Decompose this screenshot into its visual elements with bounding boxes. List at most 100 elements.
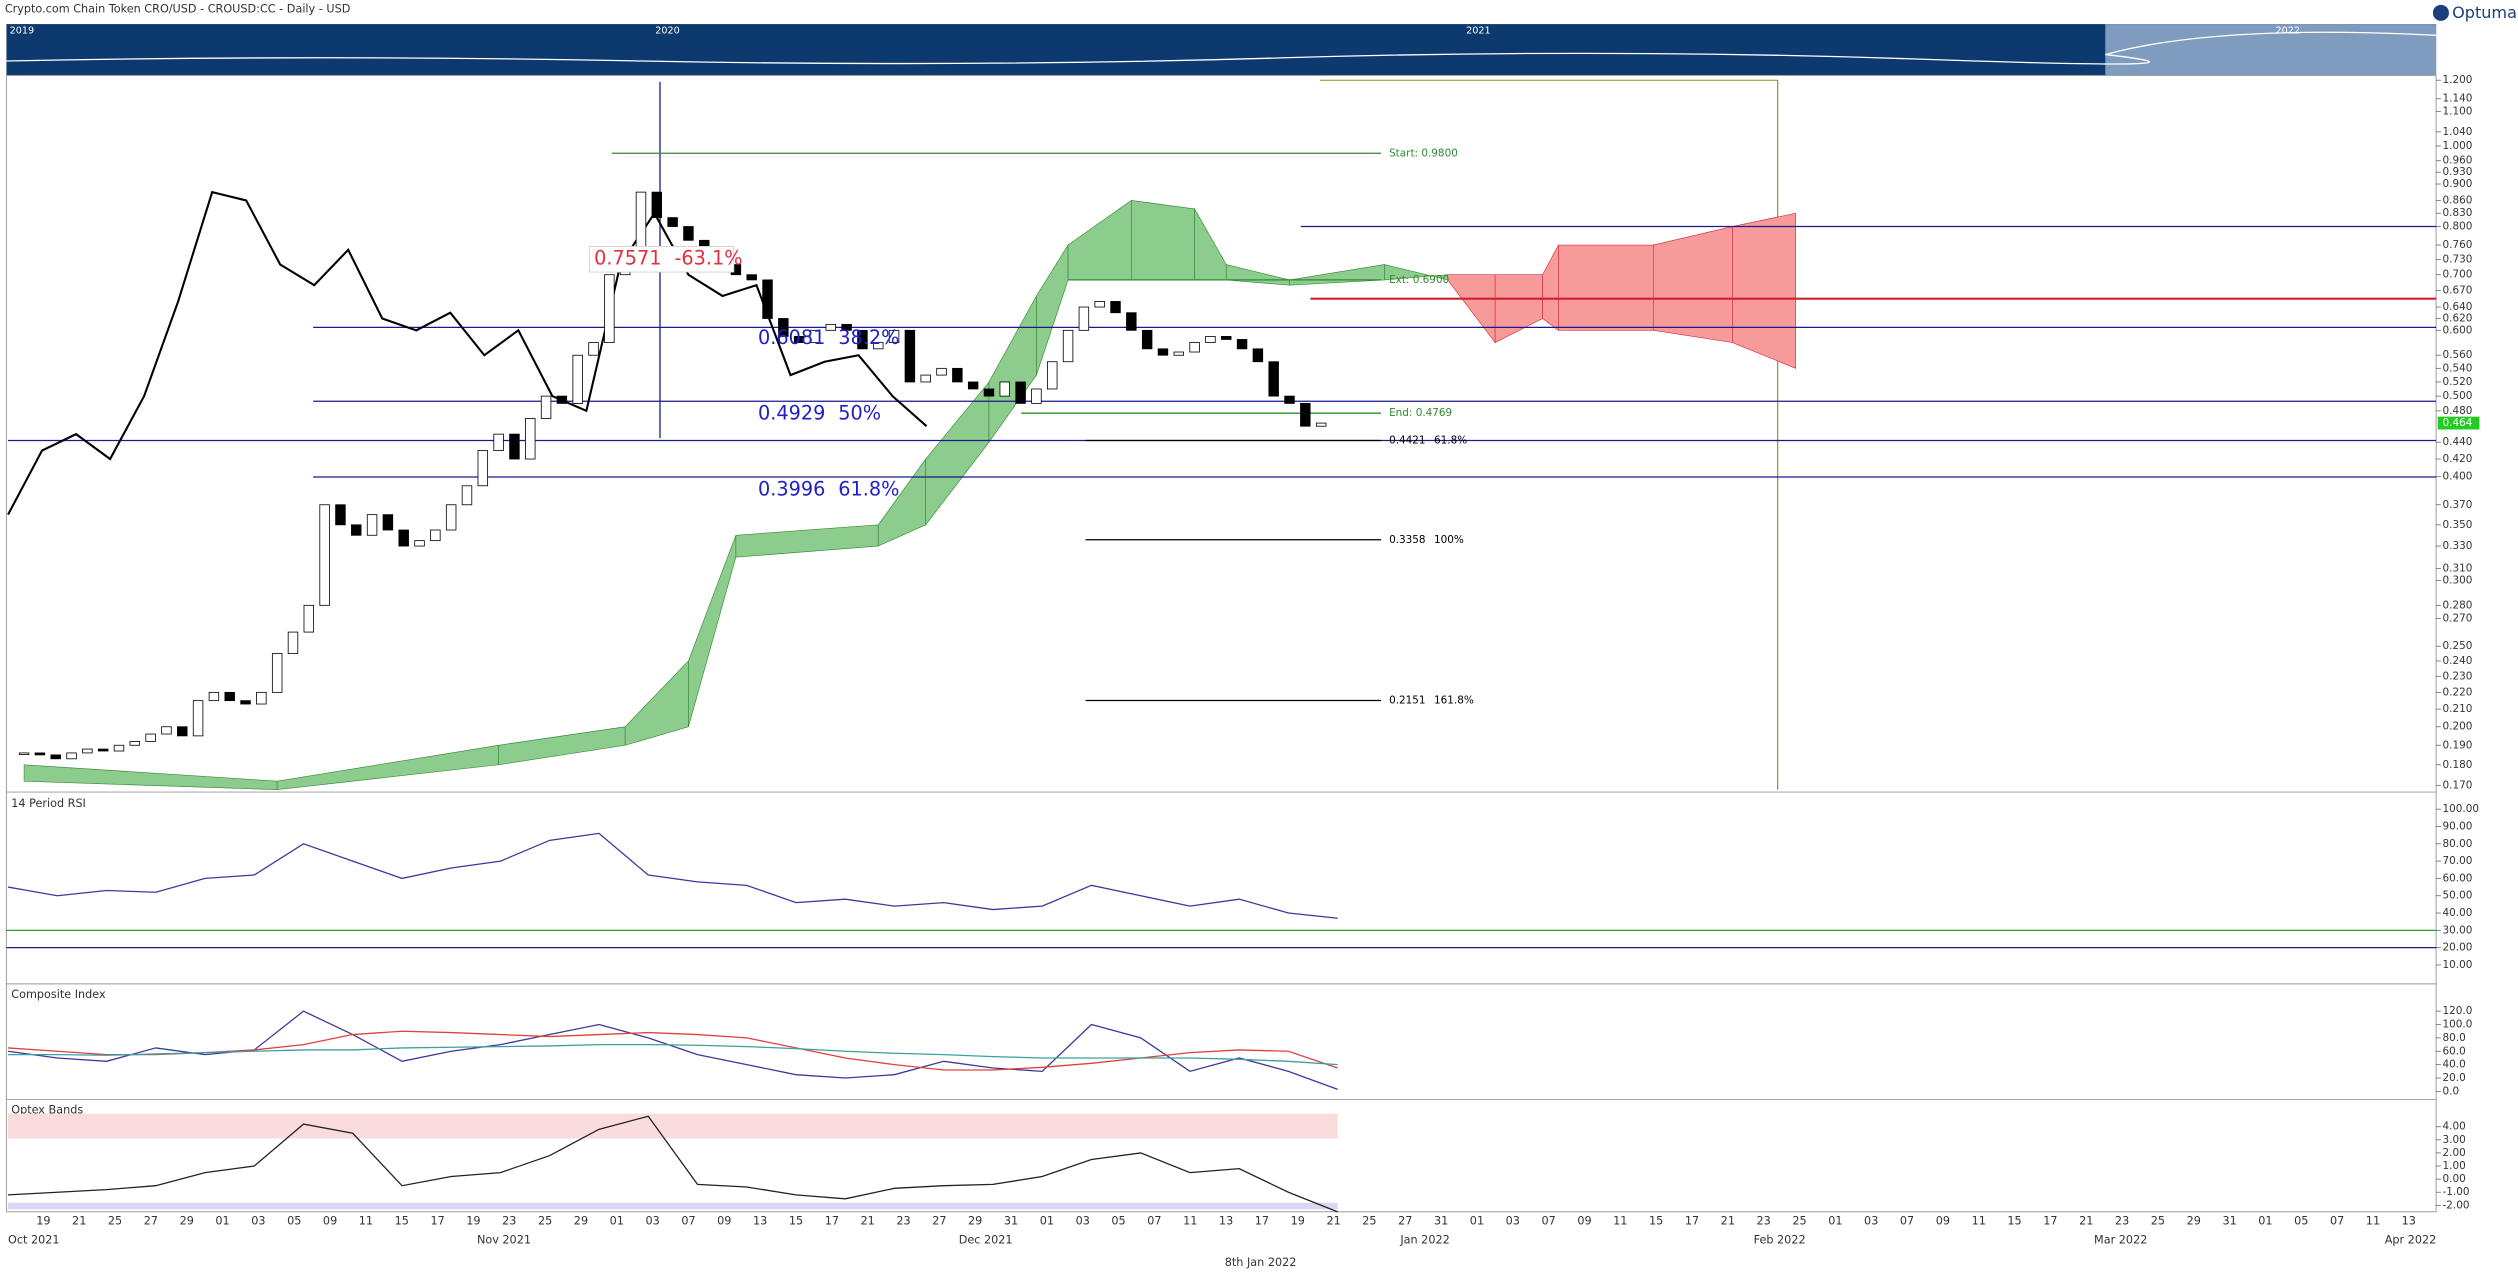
y-tick-label: 0.860 [2443, 194, 2473, 206]
x-month-label: Oct 2021 [8, 1234, 60, 1247]
cloud-segment [276, 744, 499, 791]
x-tick-label: 27 [1398, 1214, 1412, 1227]
cloud-segment [925, 381, 990, 526]
y-tick-label: 0.230 [2443, 670, 2473, 682]
candle [430, 529, 441, 542]
y-tick-label: 0.220 [2443, 686, 2473, 698]
fib-big-note: -63.1% [674, 247, 742, 270]
y-tick-label: 0.440 [2443, 436, 2473, 448]
x-tick-label: 25 [1792, 1214, 1806, 1227]
candle [1252, 348, 1264, 363]
x-tick-label: 05 [287, 1214, 301, 1227]
y-tick-label: 0.250 [2443, 640, 2473, 652]
candle [351, 524, 362, 536]
y-tick-label: 0.700 [2443, 269, 2473, 281]
navigator-year: 2020 [655, 25, 680, 36]
candle [999, 381, 1011, 397]
x-tick-label: 07 [1541, 1214, 1555, 1227]
candle [793, 335, 805, 343]
candle [1015, 381, 1026, 404]
candle [461, 485, 473, 506]
fib-note: 61.8% [1434, 435, 1467, 447]
fib-label: 0.3358 [1389, 534, 1425, 546]
y-tick-label: 60.0 [2443, 1045, 2466, 1057]
cloud-segment [1732, 212, 1797, 369]
x-tick-label: 01 [2258, 1214, 2272, 1227]
candle [1284, 395, 1295, 404]
candle [113, 744, 125, 752]
candle [540, 395, 552, 419]
cloud-segment [1225, 264, 1290, 286]
candle [1062, 329, 1074, 363]
logo-icon [2432, 4, 2449, 21]
navigator-year: 2021 [1466, 25, 1491, 36]
candle [1268, 361, 1279, 397]
candle [129, 741, 141, 746]
band [8, 1202, 1338, 1210]
candle [1221, 335, 1232, 340]
x-tick-label: 29 [574, 1214, 588, 1227]
candle [287, 631, 299, 654]
x-tick-label: 09 [323, 1214, 337, 1227]
y-tick-label: 0.0 [2443, 1085, 2460, 1097]
frame [5, 74, 2437, 1213]
label-box [588, 246, 735, 273]
pane-title: 14 Period RSI [11, 797, 86, 810]
y-tick-label: 0.560 [2443, 349, 2473, 361]
candle [303, 604, 315, 633]
x-tick-label: 11 [1613, 1214, 1627, 1227]
y-tick-label: 0.180 [2443, 759, 2473, 771]
x-tick-label: 29 [968, 1214, 982, 1227]
logo: Optuma [2452, 3, 2517, 22]
candle [572, 354, 583, 404]
candle [936, 367, 947, 376]
y-tick-label: 100.00 [2443, 803, 2479, 815]
cloud-segment [23, 764, 278, 790]
candle [746, 274, 757, 281]
fib-big-label: 0.3996 [758, 477, 825, 500]
candle [762, 279, 773, 319]
x-tick-label: 11 [2366, 1214, 2380, 1227]
fib-note: 161.8% [1434, 694, 1474, 706]
y-tick-label: 0.300 [2443, 574, 2473, 586]
band [8, 1113, 1338, 1139]
y-tick-label: 0.620 [2443, 312, 2473, 324]
cloud-segment [1131, 200, 1195, 281]
y-tick-label: 0.190 [2443, 739, 2473, 751]
y-tick-label: 0.520 [2443, 376, 2473, 388]
y-tick-label: 0.640 [2443, 301, 2473, 313]
y-tick-label: 80.0 [2443, 1032, 2466, 1044]
x-tick-label: 01 [1040, 1214, 1054, 1227]
y-tick-label: -2.00 [2443, 1199, 2470, 1211]
y-tick-label: 0.400 [2443, 471, 2473, 483]
candle [82, 748, 93, 754]
fib-big-note: 50% [838, 402, 881, 425]
x-tick-label: 17 [825, 1214, 839, 1227]
fib-label: Ext: 0.6900 [1389, 274, 1449, 286]
candle [414, 540, 425, 547]
candle [920, 374, 931, 383]
candle [1205, 335, 1216, 343]
x-tick-label: 03 [1076, 1214, 1090, 1227]
fib-big-note: 38.2% [838, 326, 899, 349]
candle [604, 274, 615, 343]
candle [145, 733, 156, 742]
fib-big-label: 0.7571 [594, 247, 661, 270]
candle [208, 691, 220, 702]
cloud-segment [1542, 244, 1559, 331]
candle [18, 752, 30, 755]
candle [809, 329, 821, 343]
candle [493, 433, 504, 451]
y-tick-label: 1.200 [2443, 74, 2473, 86]
candle [224, 691, 235, 702]
y-tick-label: 1.140 [2443, 93, 2473, 105]
candle [97, 748, 109, 752]
last-price: 0.464 [2443, 417, 2473, 429]
cloud-segment [1558, 244, 1654, 331]
candle [50, 754, 61, 760]
candle [667, 217, 678, 227]
candle [177, 726, 188, 737]
pane-title: Optex Bands [11, 1104, 83, 1117]
x-tick-label: 25 [108, 1214, 122, 1227]
